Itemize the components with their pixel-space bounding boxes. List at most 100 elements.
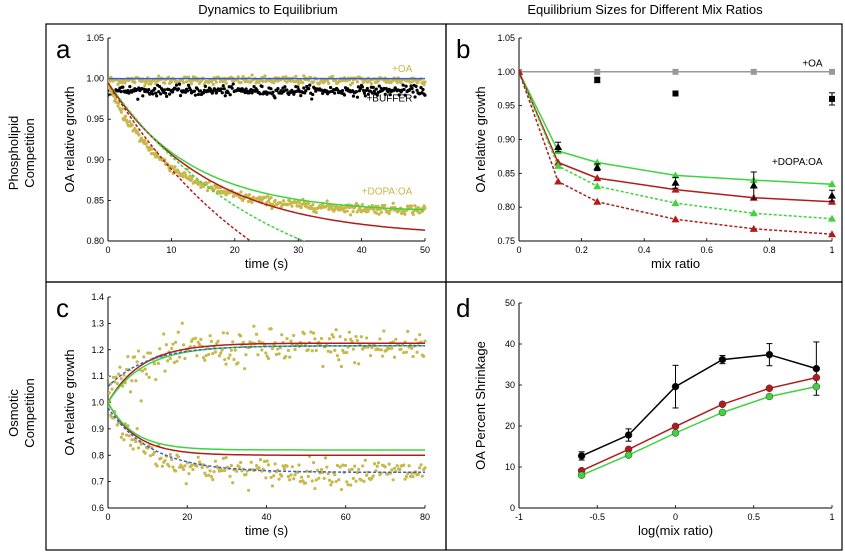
data-point: [224, 81, 228, 85]
data-point: [403, 212, 407, 216]
data-point: [164, 91, 168, 95]
data-point: [282, 467, 287, 471]
data-point: [418, 333, 422, 337]
data-point: [310, 349, 314, 353]
data-point: [387, 87, 391, 91]
data-point: [418, 211, 422, 215]
data-point: [230, 86, 234, 90]
data-point: [290, 465, 294, 469]
x-tick-label: 80: [420, 512, 430, 522]
data-point: [343, 463, 348, 468]
data-point: [254, 464, 259, 468]
data-point: [374, 469, 378, 473]
data-point: [390, 468, 394, 472]
circle-marker: [765, 392, 774, 401]
fit-line: [108, 82, 306, 241]
data-point: [419, 463, 423, 467]
data-point: [326, 349, 330, 353]
data-point: [122, 118, 126, 122]
data-point: [416, 472, 420, 477]
data-point: [263, 74, 267, 78]
data-point: [375, 93, 379, 97]
data-point: [221, 456, 225, 461]
data-point: [311, 331, 316, 335]
data-point: [251, 195, 256, 199]
data-point: [282, 199, 286, 203]
data-point: [113, 380, 117, 384]
data-point: [112, 94, 116, 98]
data-point: [231, 481, 235, 485]
triangle-marker: [828, 230, 836, 238]
data-point: [232, 357, 236, 362]
square-marker: [594, 76, 601, 83]
data-point: [285, 88, 289, 92]
data-point: [196, 92, 201, 97]
data-point: [328, 85, 333, 90]
data-point: [150, 147, 154, 151]
data-point: [407, 464, 411, 468]
data-point: [229, 463, 233, 468]
x-tick-label: 0: [105, 512, 110, 522]
data-point: [288, 355, 292, 359]
data-point: [143, 451, 147, 455]
data-point: [201, 91, 205, 95]
annotation-label: +BUFFER: [366, 93, 412, 104]
data-point: [302, 332, 306, 336]
data-point: [329, 350, 333, 354]
data-point: [159, 456, 163, 460]
data-point: [391, 478, 395, 482]
data-point: [274, 352, 279, 357]
fit-line: [108, 342, 425, 403]
data-point: [342, 93, 347, 97]
data-point: [118, 365, 122, 369]
data-point: [331, 335, 336, 339]
data-point: [148, 454, 153, 458]
data-point: [193, 336, 198, 340]
data-point: [334, 328, 338, 332]
data-point: [339, 487, 344, 492]
y-axis-label: OA relative growth: [473, 86, 488, 192]
data-point: [305, 205, 309, 209]
data-point: [286, 474, 290, 479]
data-point: [116, 104, 120, 108]
data-point: [269, 87, 273, 91]
data-point: [195, 354, 199, 358]
data-point: [126, 354, 130, 359]
data-point: [372, 89, 376, 93]
data-point: [250, 91, 254, 95]
circle-marker: [765, 350, 774, 359]
data-point: [325, 199, 329, 203]
data-point: [371, 85, 375, 90]
data-point: [380, 354, 385, 358]
data-point: [333, 473, 337, 477]
data-point: [128, 443, 133, 448]
data-point: [323, 456, 328, 460]
square-marker: [672, 90, 679, 97]
data-point: [350, 81, 355, 85]
data-point: [223, 357, 227, 362]
x-tick-label: 0.8: [763, 245, 776, 255]
triangle-marker: [519, 67, 523, 75]
y-tick-label: 40: [505, 339, 515, 349]
data-point: [229, 348, 233, 352]
data-point: [108, 93, 110, 97]
data-point: [136, 446, 141, 450]
y-tick-label: 1.0: [91, 398, 104, 408]
y-tick-label: 0.90: [86, 155, 104, 165]
data-point: [239, 334, 243, 338]
data-point: [346, 483, 350, 487]
data-point: [176, 330, 180, 334]
data-point: [341, 463, 345, 467]
data-point: [266, 194, 270, 198]
data-point: [188, 174, 192, 178]
data-point: [399, 347, 403, 351]
data-point: [299, 94, 303, 98]
data-point: [369, 354, 373, 358]
data-point: [378, 337, 382, 341]
triangle-marker: [671, 171, 680, 179]
data-point: [206, 89, 210, 93]
data-point: [409, 84, 413, 88]
data-point: [223, 468, 227, 473]
data-point: [383, 92, 387, 96]
data-point: [411, 475, 415, 479]
